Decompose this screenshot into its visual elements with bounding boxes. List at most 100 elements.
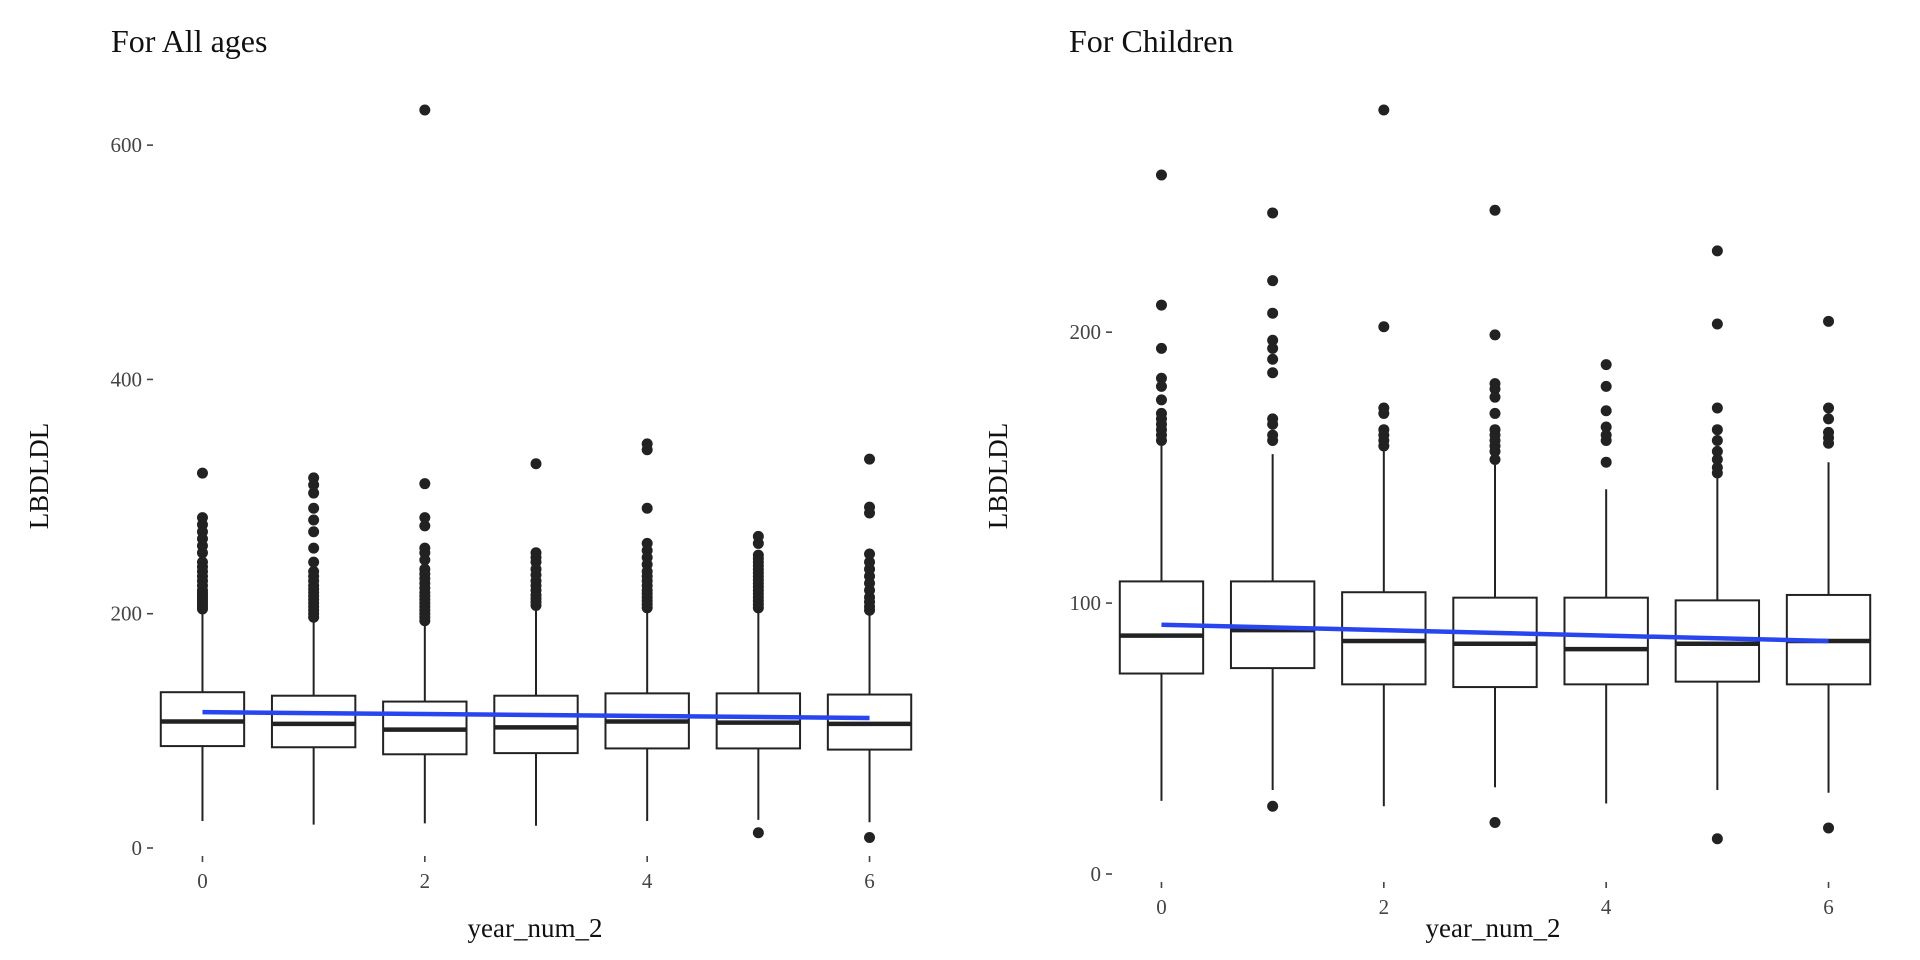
outlier-point bbox=[1823, 402, 1835, 414]
outlier-point bbox=[1711, 402, 1723, 414]
x-axis-label: year_num_2 bbox=[1426, 913, 1561, 943]
outlier-point bbox=[1600, 405, 1612, 417]
y-tick-label: 0 bbox=[1091, 862, 1102, 886]
outlier-point bbox=[1267, 353, 1279, 365]
outlier-point bbox=[1711, 424, 1723, 436]
outlier-point bbox=[308, 472, 320, 484]
box-layer bbox=[1118, 104, 1872, 845]
outlier-point bbox=[1378, 402, 1390, 414]
outlier-point bbox=[1489, 407, 1501, 419]
outlier-point bbox=[1267, 800, 1279, 812]
outlier-point bbox=[1823, 315, 1835, 327]
outlier-point bbox=[641, 537, 653, 549]
outlier-point bbox=[308, 556, 320, 568]
outlier-point bbox=[308, 502, 320, 514]
outlier-point bbox=[1267, 413, 1279, 425]
outlier-point bbox=[196, 512, 208, 524]
outlier-point bbox=[1489, 378, 1501, 390]
outlier-point bbox=[308, 566, 320, 578]
outlier-point bbox=[308, 514, 320, 526]
trend-line bbox=[202, 709, 870, 721]
y-tick-label: 400 bbox=[111, 367, 143, 391]
outlier-point bbox=[1489, 453, 1501, 465]
x-tick-label: 0 bbox=[1156, 895, 1167, 919]
outlier-point bbox=[1267, 342, 1279, 354]
outlier-point bbox=[1711, 833, 1723, 845]
outlier-point bbox=[1155, 299, 1167, 311]
iqr-box bbox=[1563, 596, 1649, 686]
y-axis-label: LBDLDL bbox=[24, 423, 54, 529]
outlier-point bbox=[864, 501, 876, 513]
iqr-box bbox=[493, 694, 579, 755]
box-4 bbox=[604, 438, 690, 822]
outlier-point bbox=[1267, 429, 1279, 441]
box-0 bbox=[1118, 169, 1205, 801]
outlier-point bbox=[1600, 380, 1612, 392]
box-2 bbox=[1341, 104, 1427, 807]
outlier-point bbox=[641, 502, 653, 514]
y-axis: 0 100 200 bbox=[1070, 320, 1112, 886]
outlier-point bbox=[752, 827, 764, 839]
x-tick-label: 4 bbox=[1601, 895, 1612, 919]
outlier-point bbox=[752, 530, 764, 542]
outlier-point bbox=[1155, 342, 1167, 354]
trend-layer bbox=[1161, 622, 1829, 644]
outlier-point bbox=[1600, 359, 1612, 371]
outlier-point bbox=[419, 520, 431, 532]
outlier-point bbox=[530, 458, 542, 470]
outlier-point bbox=[1155, 372, 1167, 384]
outlier-point bbox=[308, 526, 320, 538]
box-5 bbox=[715, 530, 802, 839]
outlier-point bbox=[1823, 822, 1835, 834]
outlier-point bbox=[1489, 424, 1501, 436]
outlier-point bbox=[864, 453, 876, 465]
outlier-point bbox=[1489, 391, 1501, 403]
y-tick-label: 100 bbox=[1070, 591, 1102, 615]
y-axis: 0 200 400 600 bbox=[111, 133, 153, 860]
outlier-point bbox=[1155, 380, 1167, 392]
outlier-point bbox=[196, 467, 208, 479]
panel-all-ages: For All ages year_num_2 LBDLDL 020040060… bbox=[24, 23, 913, 943]
outlier-point bbox=[1711, 245, 1723, 257]
outlier-point bbox=[1823, 413, 1835, 425]
chart-title: For All ages bbox=[111, 23, 267, 59]
outlier-point bbox=[1711, 435, 1723, 447]
x-tick-label: 6 bbox=[864, 869, 875, 893]
outlier-point bbox=[1489, 817, 1501, 829]
outlier-point bbox=[1267, 275, 1279, 287]
box-2 bbox=[382, 104, 468, 824]
outlier-point bbox=[864, 831, 876, 843]
box-3 bbox=[1452, 204, 1538, 829]
trend-layer bbox=[202, 709, 870, 721]
outlier-point bbox=[1489, 204, 1501, 216]
box-6 bbox=[1785, 315, 1872, 834]
outlier-point bbox=[1155, 169, 1167, 181]
y-tick-label: 600 bbox=[111, 133, 143, 157]
outlier-point bbox=[308, 487, 320, 499]
outlier-point bbox=[1378, 104, 1390, 116]
x-axis: 0 2 4 6 bbox=[197, 856, 875, 893]
outlier-point bbox=[1823, 426, 1835, 438]
box-layer bbox=[159, 104, 913, 843]
box-6 bbox=[826, 453, 913, 843]
y-tick-label: 200 bbox=[111, 602, 143, 626]
outlier-point bbox=[1711, 453, 1723, 465]
x-tick-label: 0 bbox=[197, 869, 208, 893]
outlier-point bbox=[419, 512, 431, 524]
iqr-box bbox=[270, 694, 357, 749]
trend-line bbox=[1161, 622, 1829, 644]
x-axis: 0 2 4 6 bbox=[1156, 882, 1834, 919]
y-tick-label: 0 bbox=[132, 836, 143, 860]
box-0 bbox=[159, 467, 246, 822]
x-tick-label: 2 bbox=[420, 869, 431, 893]
iqr-box bbox=[1341, 591, 1427, 686]
outlier-point bbox=[864, 556, 876, 568]
outlier-point bbox=[1600, 429, 1612, 441]
x-tick-label: 4 bbox=[642, 869, 653, 893]
x-tick-label: 6 bbox=[1823, 895, 1834, 919]
box-5 bbox=[1674, 245, 1761, 845]
outlier-point bbox=[419, 542, 431, 554]
x-tick-label: 2 bbox=[1379, 895, 1390, 919]
chart-title: For Children bbox=[1069, 23, 1233, 59]
